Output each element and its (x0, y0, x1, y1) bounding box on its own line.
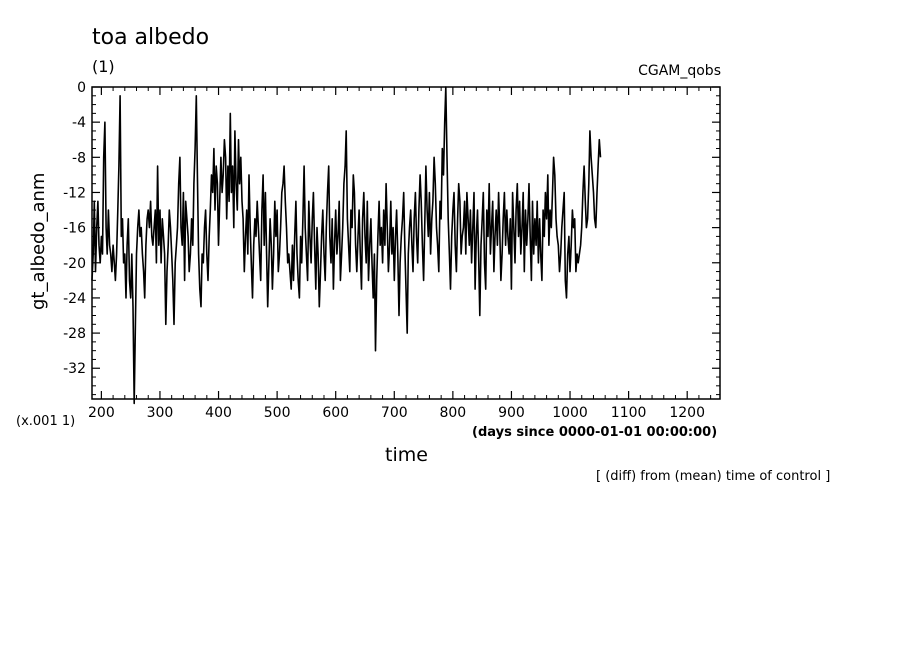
y-tick-label: 0 (77, 80, 86, 96)
y-tick-label: -20 (63, 256, 86, 272)
y-tick-label: -16 (63, 221, 86, 237)
x-axis-label: time (385, 444, 428, 466)
x-tick-label: 400 (205, 405, 232, 421)
x-tick-label: 1100 (611, 405, 647, 421)
x-tick-label: 600 (322, 405, 349, 421)
plot-frame (91, 86, 721, 400)
y-tick-label: -12 (63, 185, 86, 201)
y-tick-label: -32 (63, 361, 86, 377)
y-tick-label: -8 (72, 150, 86, 166)
x-tick-label: 200 (88, 405, 115, 421)
data-series-line (91, 86, 602, 405)
source-label: CGAM_qobs (638, 63, 721, 79)
y-scale-note: (x.001 1) (16, 414, 76, 429)
y-tick-label: -24 (63, 291, 86, 307)
x-tick-label: 300 (147, 405, 174, 421)
x-tick-label: 900 (498, 405, 525, 421)
x-tick-label: 1000 (552, 405, 588, 421)
y-tick-label: -4 (72, 115, 86, 131)
x-tick-label: 700 (381, 405, 408, 421)
footnote: [ (diff) from (mean) time of control ] (596, 469, 831, 484)
chart-title: toa albedo (92, 25, 210, 50)
x-tick-label: 800 (439, 405, 466, 421)
x-tick-label: 1200 (669, 405, 705, 421)
y-tick-label: -28 (63, 326, 86, 342)
units-label: (1) (92, 57, 115, 76)
x-tick-label: 500 (264, 405, 291, 421)
x-axis-units: (days since 0000-01-01 00:00:00) (472, 425, 718, 440)
